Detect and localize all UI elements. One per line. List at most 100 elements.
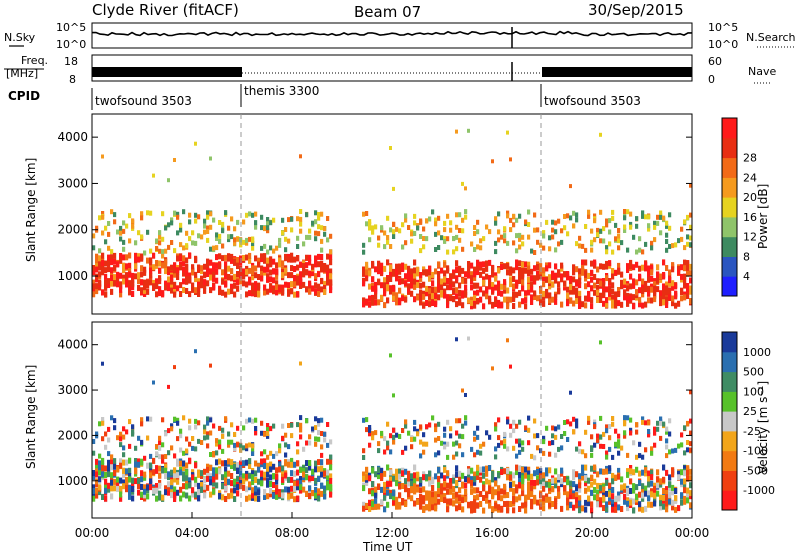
velocity-cell [323,470,327,477]
velocity-cell [575,423,579,429]
power-cell [410,290,414,297]
velocity-cell [566,479,570,486]
velocity-cell [497,489,501,496]
power-cell [419,218,423,224]
velocity-cell [239,479,243,486]
power-cell [95,263,99,270]
velocity-cell [281,476,285,483]
power-cell [473,302,477,309]
power-cell [176,274,180,280]
velocity-cell [389,480,393,487]
velocity-cell [473,436,477,442]
velocity-cell [326,484,330,491]
velocity-cell [137,461,141,468]
velocity-cell [362,505,366,512]
power-cell [629,295,633,302]
power-cell [455,260,459,267]
power-cell [134,263,138,270]
power-cell [251,265,255,272]
power-cell [683,277,687,284]
velocity-cell [638,491,642,498]
velocity-cell [137,489,141,496]
power-cell [584,247,588,253]
velocity-cell [569,483,573,490]
velocity-cell [635,466,639,473]
velocity-cell [506,500,510,507]
velocity-cell [497,485,501,492]
velocity-cell [509,485,513,492]
velocity-cell [242,445,246,451]
velocity-cell [623,498,627,505]
power-cell [113,258,117,265]
velocity-cell [650,446,654,452]
velocity-cell [605,468,609,475]
velocity-cell [494,446,498,452]
power-cell [563,271,567,278]
velocity-cell [476,449,480,455]
power-cell [671,262,675,269]
power-cell [284,267,288,274]
x-tick-label: 00:00 [675,526,710,540]
velocity-cell [386,445,390,451]
power-cell [578,277,582,284]
power-cell [143,279,147,286]
power-cell [152,264,156,271]
power-cell [230,283,234,290]
power-cell [179,255,183,262]
power-cell [689,270,693,277]
power-cell [617,233,621,239]
velocity-cell [608,424,612,429]
power-cell [110,254,114,261]
velocity-cell [452,454,456,460]
velocity-cell [278,448,282,454]
velocity-cell [221,427,225,433]
power-cell [260,225,264,231]
power-cell [281,230,285,236]
velocity-cell [569,390,572,395]
velocity-cell [401,428,405,433]
power-cell [227,253,231,260]
velocity-cell [527,488,531,495]
power-cell [164,280,168,287]
velocity-cell [173,472,177,479]
colorbar-swatch [722,177,737,198]
power-cell [110,288,114,295]
power-cell [479,296,483,303]
power-cell [143,284,147,291]
velocity-cell [95,478,99,485]
power-cell [398,268,402,275]
velocity-cell [644,467,648,474]
power-cell [176,255,180,262]
velocity-cell [593,487,597,494]
velocity-cell [686,492,690,499]
power-cell [155,260,159,266]
power-cell [596,266,600,273]
power-cell [476,259,480,266]
velocity-cell [542,475,546,482]
power-cell [206,280,210,287]
velocity-cell [596,482,600,489]
power-cell [542,230,546,236]
velocity-cell [521,490,525,497]
power-cell [107,266,111,273]
power-cell [557,269,561,276]
power-cell [524,303,528,310]
velocity-cell [650,501,654,508]
velocity-cell [125,429,129,435]
power-cell [209,246,213,252]
freq-bottom-tick: 8 [69,73,76,86]
power-cell [221,243,225,249]
velocity-cell [425,504,429,511]
velocity-cell [626,452,630,458]
power-cell [149,279,153,286]
velocity-cell [686,440,690,445]
power-cell [479,286,483,293]
power-cell [659,290,663,297]
power-cell [413,296,417,303]
power-cell [188,236,192,242]
power-cell [536,239,540,245]
power-cell [296,291,300,298]
frequency-trace [92,62,692,81]
power-cell [212,271,216,278]
velocity-cell [521,466,525,473]
